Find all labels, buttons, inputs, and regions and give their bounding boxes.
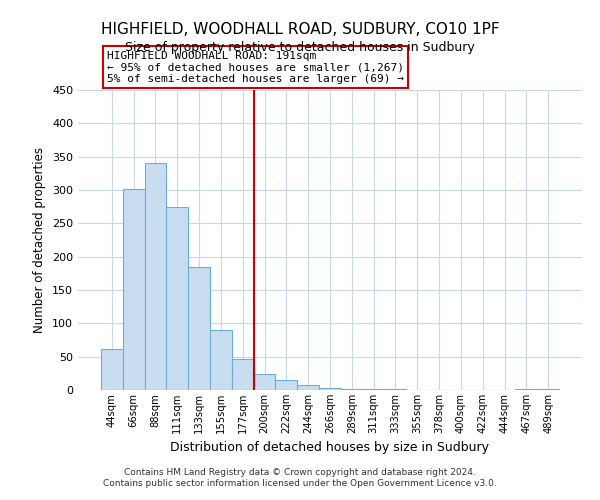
Bar bbox=[254, 374, 275, 390]
Bar bbox=[341, 388, 363, 390]
Text: Contains HM Land Registry data © Crown copyright and database right 2024.
Contai: Contains HM Land Registry data © Crown c… bbox=[103, 468, 497, 487]
Y-axis label: Number of detached properties: Number of detached properties bbox=[34, 147, 46, 333]
Bar bbox=[232, 360, 254, 390]
Bar bbox=[123, 188, 145, 390]
Bar bbox=[145, 164, 166, 390]
Bar bbox=[275, 380, 297, 390]
Bar bbox=[210, 330, 232, 390]
Text: HIGHFIELD WOODHALL ROAD: 191sqm
← 95% of detached houses are smaller (1,267)
5% : HIGHFIELD WOODHALL ROAD: 191sqm ← 95% of… bbox=[107, 51, 404, 84]
Bar bbox=[166, 206, 188, 390]
Bar bbox=[101, 348, 123, 390]
Text: HIGHFIELD, WOODHALL ROAD, SUDBURY, CO10 1PF: HIGHFIELD, WOODHALL ROAD, SUDBURY, CO10 … bbox=[101, 22, 499, 38]
Bar bbox=[515, 388, 537, 390]
X-axis label: Distribution of detached houses by size in Sudbury: Distribution of detached houses by size … bbox=[170, 442, 490, 454]
Bar bbox=[188, 266, 210, 390]
Text: Size of property relative to detached houses in Sudbury: Size of property relative to detached ho… bbox=[125, 41, 475, 54]
Bar bbox=[297, 384, 319, 390]
Bar bbox=[319, 388, 341, 390]
